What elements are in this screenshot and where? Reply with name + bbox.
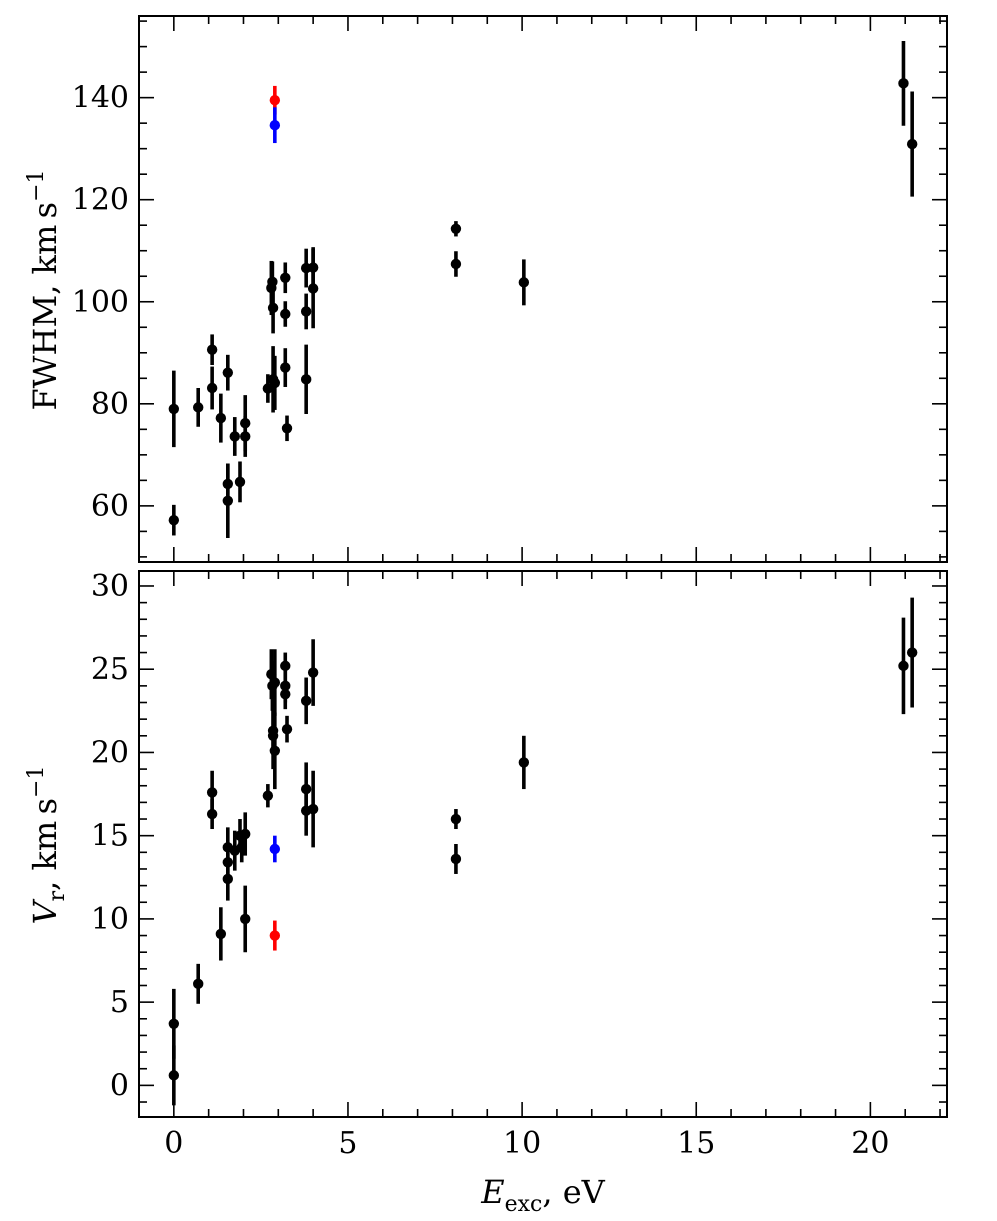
panel-radial-velocity: 0 5 10 15 20 25 30 0 5 10 15 20 (91, 569, 948, 1161)
data-point (906, 138, 918, 150)
data-point (280, 308, 291, 320)
data-point (450, 853, 462, 865)
data-point (300, 306, 312, 317)
plot-frame (138, 15, 948, 563)
data-point (269, 677, 281, 688)
data-point (269, 377, 281, 389)
data-point (168, 1070, 180, 1081)
data-point (518, 757, 530, 768)
data-point (168, 403, 180, 415)
data-point (193, 402, 204, 413)
y-tick-label: 25 (91, 652, 129, 687)
x-tick-label: 0 (164, 1126, 183, 1161)
data-point (267, 302, 279, 314)
data-point (215, 928, 227, 940)
ylabel-radial-velocity: Vr, km s−1 (24, 766, 70, 925)
data-point (267, 276, 278, 288)
data-point (222, 495, 234, 506)
data-point (280, 362, 291, 373)
y-tick-label: 20 (91, 735, 129, 770)
y-tick-label: 60 (91, 489, 129, 524)
data-point (206, 382, 218, 394)
data-point (898, 78, 909, 89)
data-point (307, 667, 319, 678)
data-point (215, 412, 227, 424)
x-tick-label: 20 (851, 1126, 889, 1161)
y-tick-label: 80 (91, 387, 129, 422)
data-point (450, 258, 462, 270)
x-tick-label: 15 (677, 1126, 715, 1161)
data-point (307, 803, 319, 815)
data-point (450, 223, 462, 234)
ylabel-fwhm: FWHM, km s−1 (24, 169, 64, 410)
panel-fwhm: 60 80 100 120 140 (72, 15, 948, 563)
data-point (269, 120, 281, 131)
y-tick-label: 140 (72, 81, 129, 116)
data-point (269, 930, 281, 941)
data-point (300, 374, 312, 385)
data-point (300, 695, 312, 707)
y-tick-label: 100 (72, 285, 129, 320)
data-point (280, 660, 291, 672)
data-point (450, 813, 462, 825)
data-point (518, 277, 530, 288)
data-point (906, 647, 918, 658)
y-tick-label: 0 (110, 1068, 129, 1103)
data-point (281, 723, 293, 735)
data-point (206, 787, 218, 798)
data-point (240, 431, 251, 442)
y-tick-label: 30 (91, 569, 129, 604)
data-point (280, 272, 291, 283)
y-tick-label: 15 (91, 819, 129, 854)
data-point (168, 1018, 180, 1029)
data-point (193, 978, 204, 990)
data-point (222, 367, 234, 378)
data-point (240, 913, 251, 925)
x-tick-label: 5 (338, 1126, 357, 1161)
data-point (262, 383, 274, 394)
data-point (206, 808, 218, 820)
data-point (229, 431, 240, 442)
data-point (168, 514, 180, 526)
y-tick-label: 120 (72, 183, 129, 218)
data-point (269, 745, 281, 756)
data-point (307, 283, 319, 294)
data-point (269, 94, 281, 106)
y-tick-label: 5 (110, 985, 129, 1020)
y-tick-label: 10 (91, 902, 129, 937)
data-point (262, 790, 274, 801)
xlabel-excitation-energy: Eexc, eV (480, 1173, 605, 1217)
plot-frame (138, 570, 948, 1118)
data-point (898, 660, 909, 672)
data-point (281, 423, 293, 434)
data-point (222, 873, 234, 885)
data-point (234, 476, 246, 488)
data-point (269, 843, 281, 855)
data-point (240, 828, 251, 840)
data-point (206, 344, 218, 355)
x-tick-label: 10 (503, 1126, 541, 1161)
data-point (280, 688, 291, 700)
